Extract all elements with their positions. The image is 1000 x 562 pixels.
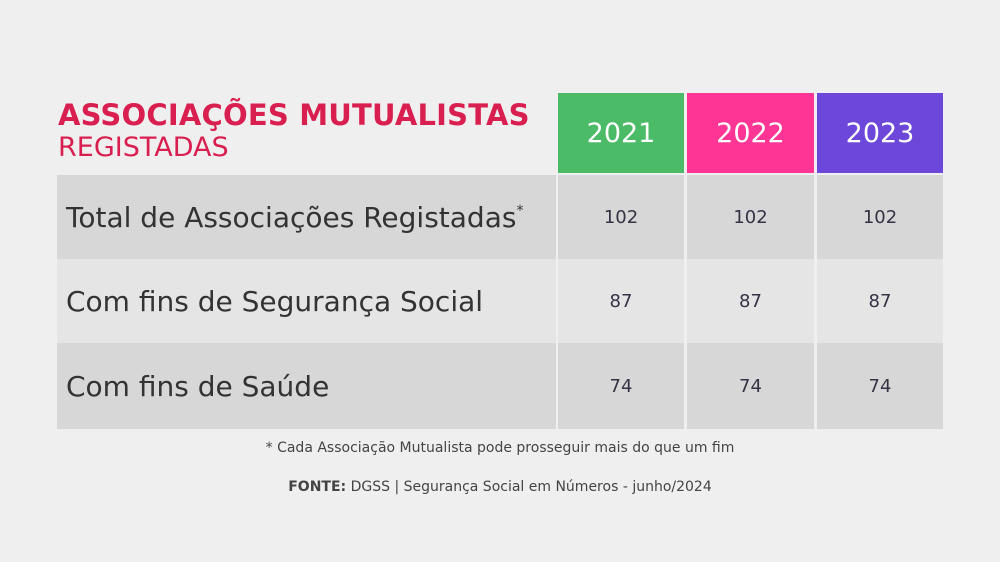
table-cell: 87	[687, 259, 814, 343]
source-label: FONTE:	[288, 479, 347, 495]
column-header-2021: 2021	[558, 93, 684, 173]
row-label-text: Com fins de Segurança Social	[66, 284, 484, 318]
table-cell: 74	[817, 343, 943, 429]
footnote-marker: *	[516, 203, 524, 219]
table-title: ASSOCIAÇÕES MUTUALISTAS REGISTADAS	[58, 98, 553, 164]
table-cell: 102	[687, 175, 814, 259]
table-cell: 87	[558, 259, 684, 343]
title-main: ASSOCIAÇÕES MUTUALISTAS	[58, 98, 530, 132]
title-subtitle: REGISTADAS	[58, 132, 229, 163]
table-cell: 102	[817, 175, 943, 259]
source-text: DGSS | Segurança Social em Números - jun…	[346, 479, 712, 495]
row-label-text: Com fins de Saúde	[66, 369, 330, 403]
footnote: * Cada Associação Mutualista pode prosse…	[265, 440, 735, 456]
source-note: FONTE: DGSS | Segurança Social em Número…	[0, 479, 1000, 495]
row-label-saude: Com fins de Saúde	[57, 343, 556, 429]
table-cell: 87	[817, 259, 943, 343]
row-label-text: Total de Associações Registadas	[66, 200, 517, 234]
column-header-2023: 2023	[817, 93, 943, 173]
row-label-total: Total de Associações Registadas *	[57, 175, 556, 259]
table-cell: 74	[558, 343, 684, 429]
table-cell: 102	[558, 175, 684, 259]
row-label-seguranca-social: Com fins de Segurança Social	[57, 259, 556, 343]
table-cell: 74	[687, 343, 814, 429]
column-header-2022: 2022	[687, 93, 814, 173]
